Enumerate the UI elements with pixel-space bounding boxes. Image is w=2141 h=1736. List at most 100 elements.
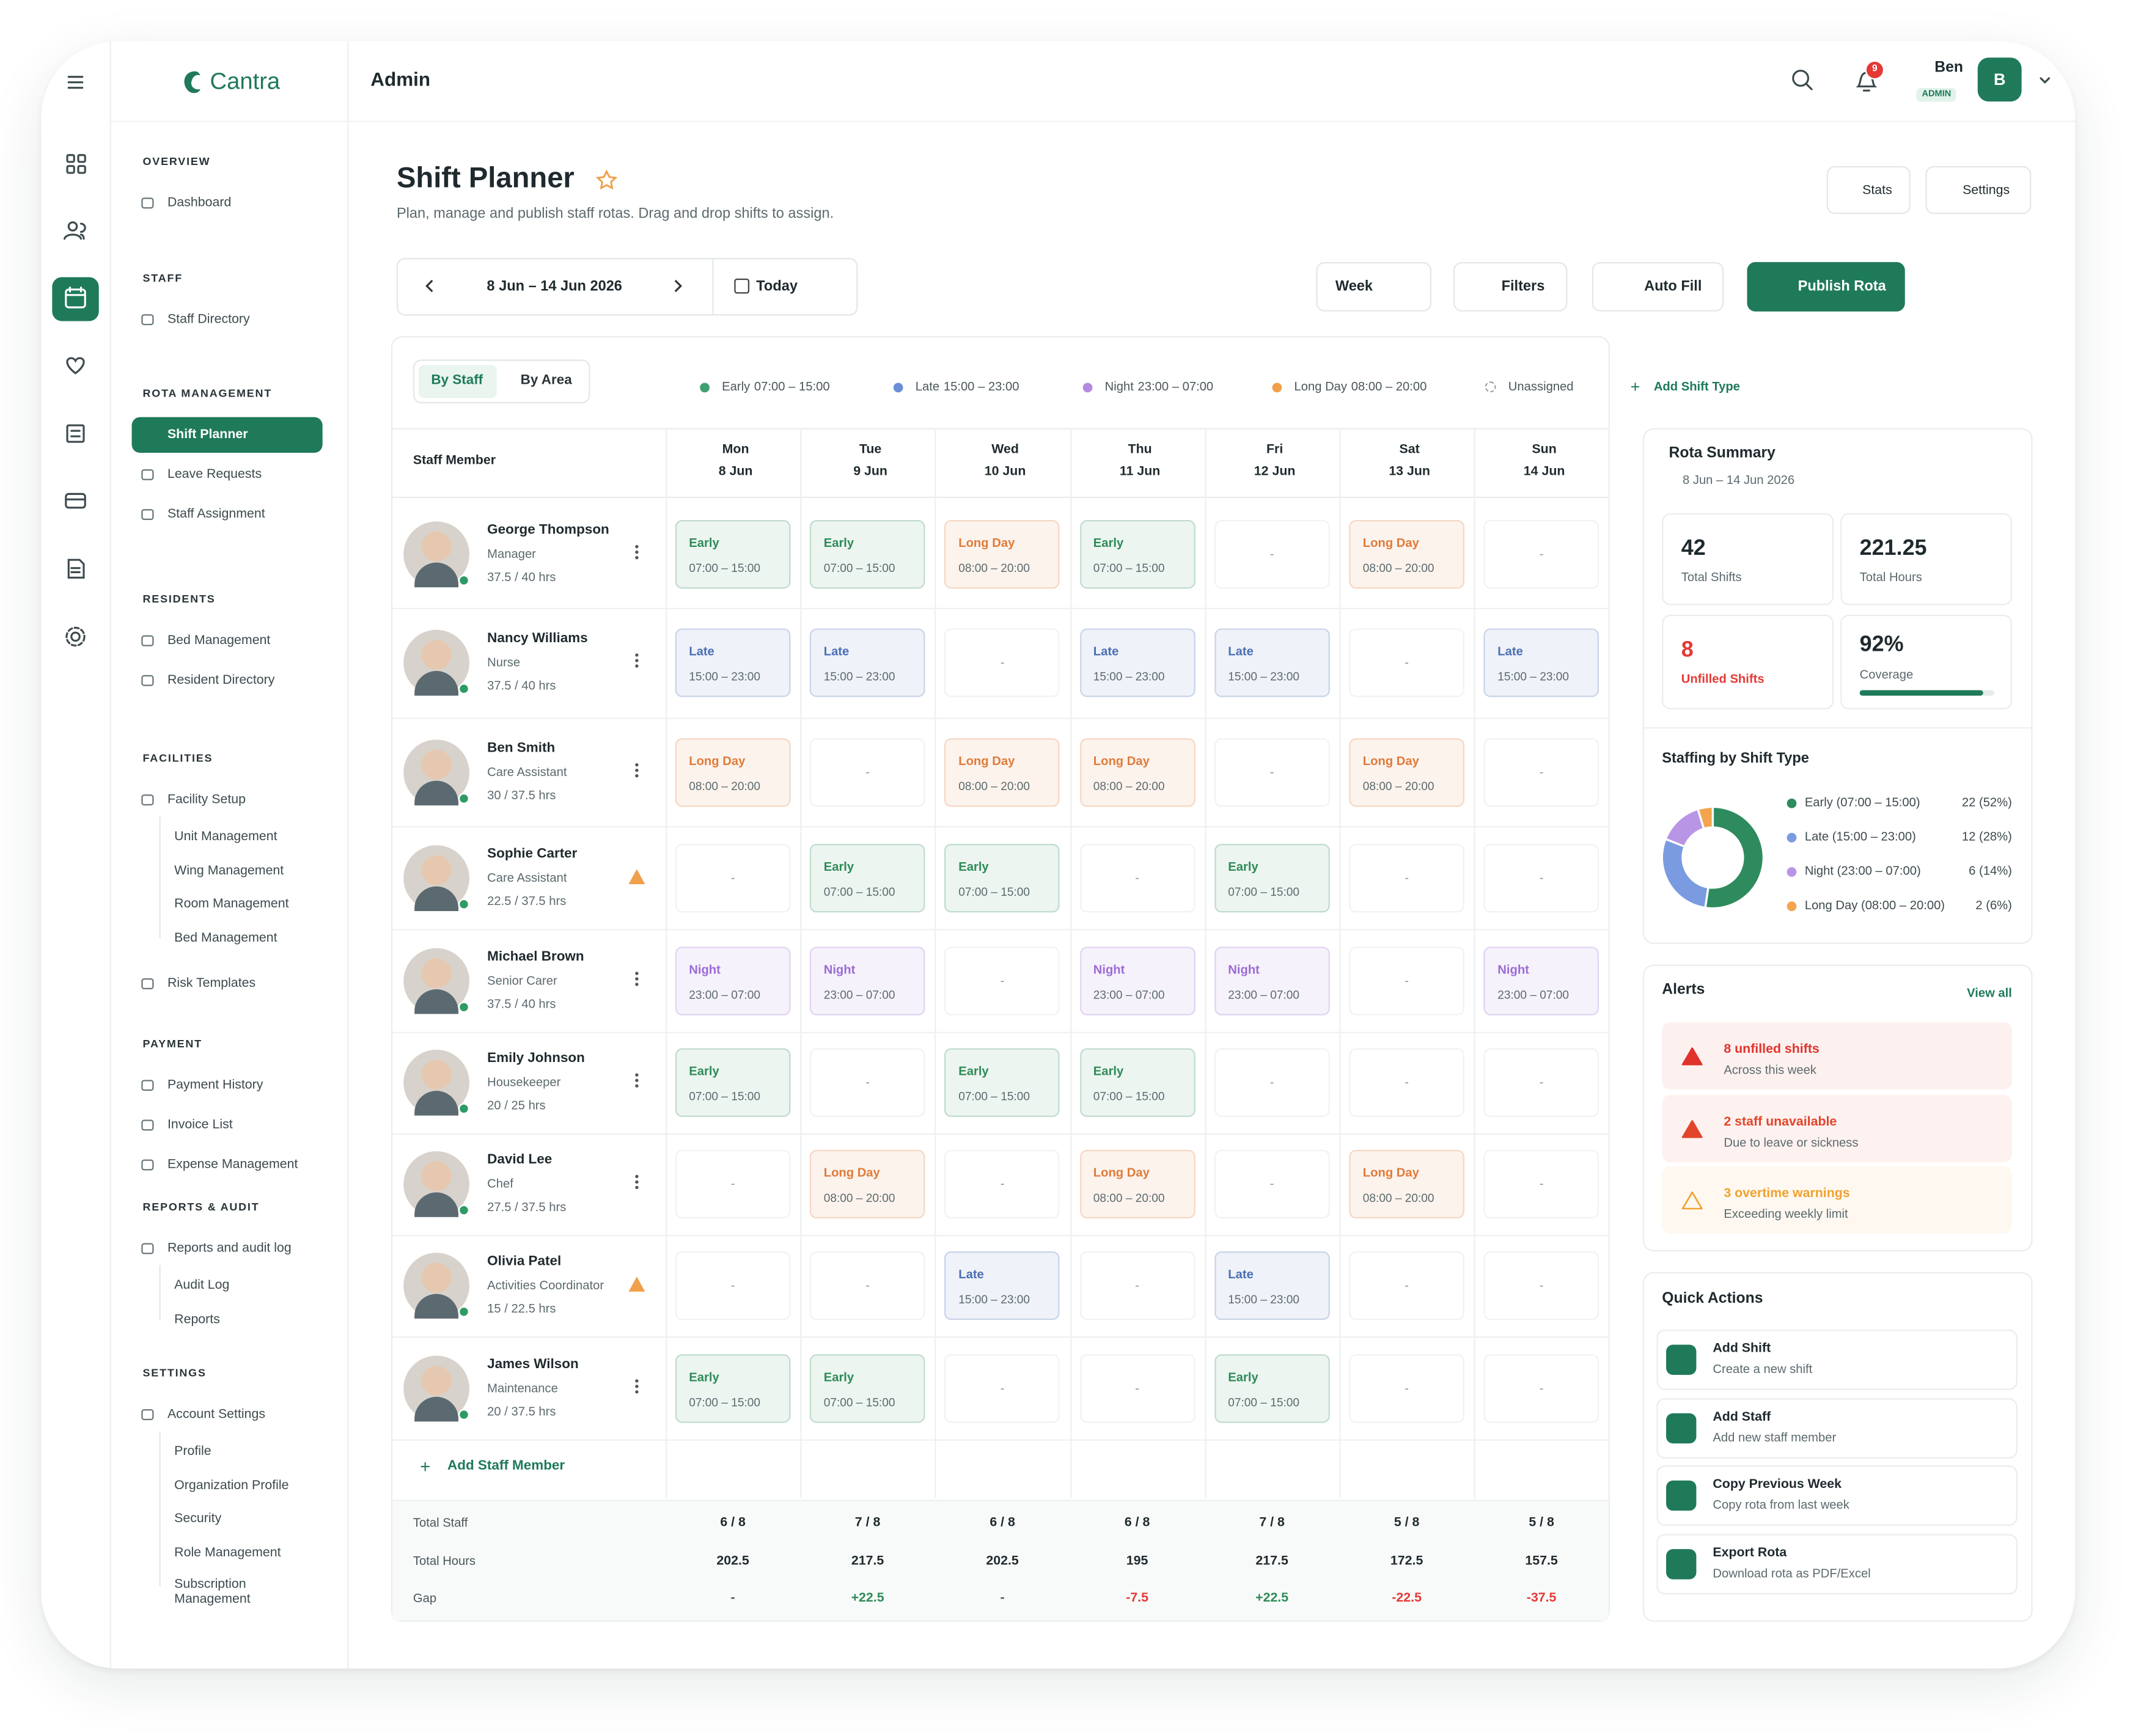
shift-card[interactable] bbox=[1349, 519, 1464, 588]
shift-card[interactable] bbox=[944, 737, 1060, 807]
shift-card[interactable] bbox=[1214, 843, 1330, 912]
shift-card[interactable] bbox=[675, 628, 791, 697]
nav-item[interactable]: Bed Management bbox=[167, 632, 271, 648]
empty-cell[interactable] bbox=[1079, 1353, 1195, 1423]
nav-subitem[interactable]: Bed Management bbox=[174, 930, 277, 945]
shift-card[interactable] bbox=[1214, 1353, 1330, 1423]
tab-active[interactable] bbox=[418, 365, 497, 398]
nav-subitem[interactable]: Profile bbox=[174, 1443, 211, 1459]
nav-item[interactable]: Dashboard bbox=[167, 195, 232, 211]
nav-item[interactable]: Risk Templates bbox=[167, 975, 256, 991]
empty-cell[interactable] bbox=[1214, 737, 1330, 807]
next-week[interactable] bbox=[672, 274, 683, 300]
shift-card[interactable] bbox=[944, 519, 1060, 588]
add-shift-type[interactable]: Add Shift Type bbox=[1653, 379, 1740, 394]
empty-cell[interactable] bbox=[944, 946, 1060, 1015]
shift-card[interactable] bbox=[1079, 519, 1195, 588]
shift-card[interactable] bbox=[944, 1251, 1060, 1320]
avatar-initial[interactable]: B bbox=[1993, 70, 2006, 89]
shift-card[interactable] bbox=[944, 1048, 1060, 1117]
shift-card[interactable] bbox=[944, 843, 1060, 912]
today-button[interactable]: Today bbox=[756, 278, 798, 295]
shift-card[interactable] bbox=[1214, 1251, 1330, 1320]
row-menu[interactable] bbox=[634, 650, 639, 676]
shift-card[interactable] bbox=[1079, 946, 1195, 1015]
prev-week[interactable] bbox=[424, 274, 435, 300]
nav-subitem[interactable]: Reports bbox=[174, 1311, 220, 1327]
action-card[interactable] bbox=[1656, 1397, 2018, 1458]
nav-subitem[interactable]: Audit Log bbox=[174, 1278, 230, 1293]
action-title[interactable]: Export Rota bbox=[1713, 1544, 1787, 1560]
empty-cell[interactable] bbox=[810, 737, 925, 807]
empty-cell[interactable] bbox=[944, 628, 1060, 697]
empty-cell[interactable] bbox=[1214, 1048, 1330, 1117]
nav-subitem[interactable]: Room Management bbox=[174, 896, 289, 912]
shift-card[interactable] bbox=[1079, 737, 1195, 807]
shift-card[interactable] bbox=[675, 519, 791, 588]
date-nav[interactable] bbox=[396, 258, 858, 316]
shift-card[interactable] bbox=[675, 946, 791, 1015]
shift-card[interactable] bbox=[1079, 1149, 1195, 1219]
action-card[interactable] bbox=[1656, 1329, 2018, 1390]
autofill-button[interactable] bbox=[1592, 262, 1724, 312]
empty-cell[interactable] bbox=[1214, 519, 1330, 588]
publish-label[interactable]: Publish Rota bbox=[1798, 278, 1886, 295]
empty-cell[interactable] bbox=[810, 1048, 925, 1117]
row-menu[interactable] bbox=[634, 759, 639, 785]
shift-card[interactable] bbox=[810, 843, 925, 912]
nav-item[interactable]: Leave Requests bbox=[167, 467, 262, 482]
nav-item[interactable]: Invoice List bbox=[167, 1117, 233, 1133]
shift-card[interactable] bbox=[810, 1149, 925, 1219]
empty-cell[interactable] bbox=[1349, 1048, 1464, 1117]
nav-item[interactable]: Staff Assignment bbox=[167, 507, 265, 522]
nav-item[interactable]: Reports and audit log bbox=[167, 1240, 292, 1256]
shift-card[interactable] bbox=[1483, 946, 1599, 1015]
empty-cell[interactable] bbox=[1349, 946, 1464, 1015]
row-menu[interactable] bbox=[634, 1375, 639, 1401]
nav-subitem[interactable]: Unit Management bbox=[174, 829, 277, 844]
action-title[interactable]: Copy Previous Week bbox=[1713, 1476, 1842, 1492]
shift-card[interactable] bbox=[1079, 1048, 1195, 1117]
empty-cell[interactable] bbox=[1214, 1149, 1330, 1219]
nav-item[interactable]: Resident Directory bbox=[167, 672, 275, 688]
nav-item[interactable]: Facility Setup bbox=[167, 792, 246, 808]
shift-card[interactable] bbox=[675, 1048, 791, 1117]
nav-item[interactable]: Staff Directory bbox=[167, 312, 250, 328]
nav-subitem[interactable]: Subscription Management bbox=[174, 1577, 251, 1608]
nav-subitem[interactable]: Security bbox=[174, 1511, 222, 1526]
empty-cell[interactable] bbox=[675, 843, 791, 912]
row-menu[interactable] bbox=[634, 541, 639, 567]
tab[interactable]: By Area bbox=[520, 373, 572, 389]
nav-item[interactable]: Expense Management bbox=[167, 1157, 298, 1173]
add-staff[interactable]: Add Staff Member bbox=[447, 1458, 565, 1474]
empty-cell[interactable] bbox=[1483, 1251, 1599, 1320]
stats-button[interactable] bbox=[1826, 166, 1911, 214]
shift-card[interactable] bbox=[810, 1353, 925, 1423]
shift-card[interactable] bbox=[1349, 737, 1464, 807]
shift-card[interactable] bbox=[675, 1353, 791, 1423]
empty-cell[interactable] bbox=[1483, 1048, 1599, 1117]
empty-cell[interactable] bbox=[944, 1353, 1060, 1423]
empty-cell[interactable] bbox=[1349, 628, 1464, 697]
shift-card[interactable] bbox=[1079, 628, 1195, 697]
shift-card[interactable] bbox=[675, 737, 791, 807]
action-card[interactable] bbox=[1656, 1465, 2018, 1526]
row-menu[interactable] bbox=[634, 1171, 639, 1197]
settings-button[interactable] bbox=[1925, 166, 2032, 214]
nav-item[interactable]: Account Settings bbox=[167, 1407, 266, 1423]
shift-card[interactable] bbox=[1483, 628, 1599, 697]
settings-label[interactable]: Settings bbox=[1963, 183, 2010, 199]
week-select[interactable] bbox=[1316, 262, 1432, 312]
row-menu[interactable] bbox=[634, 1069, 639, 1096]
publish-button[interactable] bbox=[1747, 262, 1905, 312]
action-title[interactable]: Add Staff bbox=[1713, 1408, 1771, 1424]
nav-active[interactable] bbox=[131, 417, 323, 453]
empty-cell[interactable] bbox=[675, 1149, 791, 1219]
nav-subitem[interactable]: Role Management bbox=[174, 1544, 281, 1560]
view-all[interactable]: View all bbox=[1967, 986, 2012, 1000]
empty-cell[interactable] bbox=[1483, 843, 1599, 912]
empty-cell[interactable] bbox=[675, 1251, 791, 1320]
nav-item[interactable]: Shift Planner bbox=[167, 427, 248, 442]
shift-card[interactable] bbox=[810, 519, 925, 588]
shift-card[interactable] bbox=[1214, 628, 1330, 697]
